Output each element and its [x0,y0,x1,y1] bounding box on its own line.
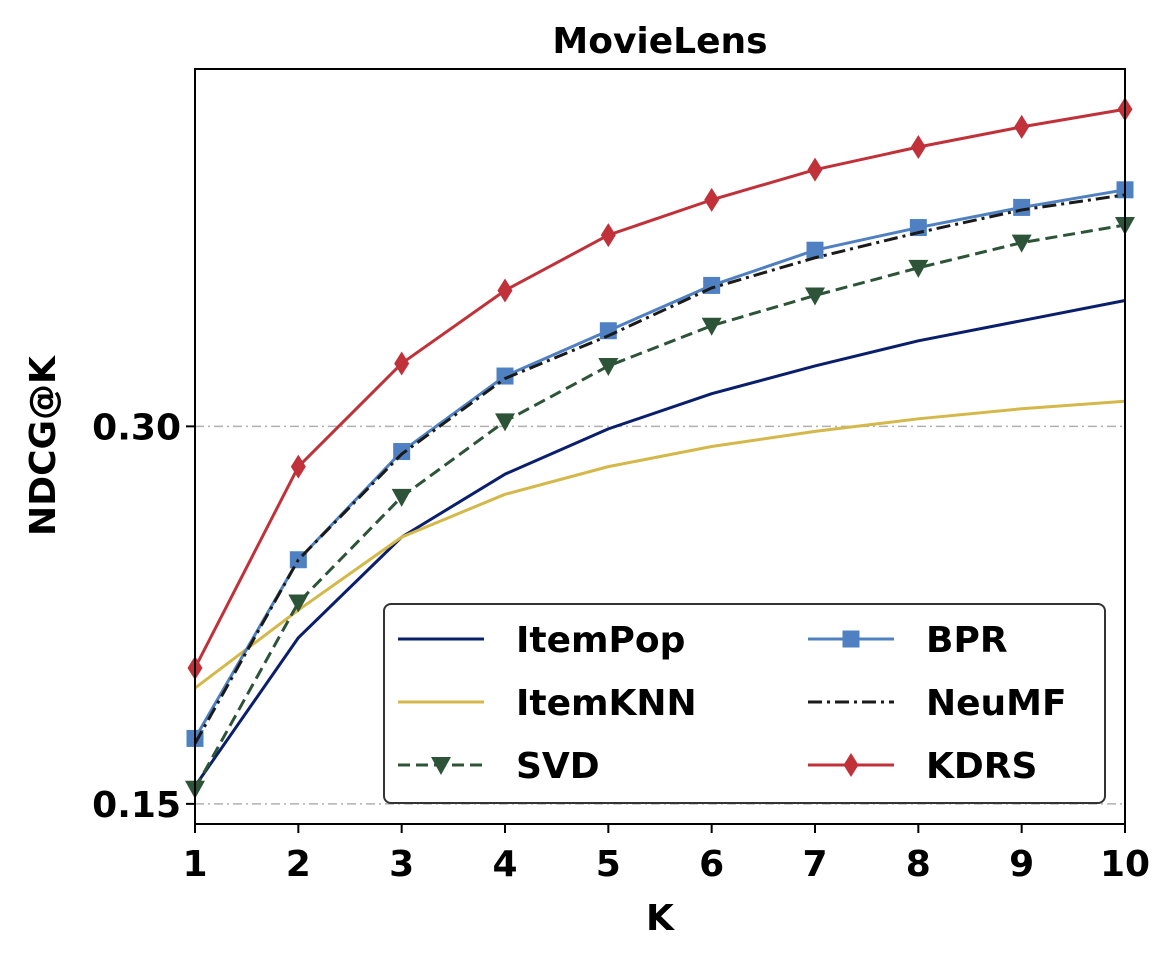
y-tick-label: 0.15 [92,785,181,826]
data-point-kdrs [497,278,513,303]
data-point-svd [495,413,515,432]
data-point-svd [391,488,412,507]
x-tick-label: 1 [182,844,207,885]
data-point-kdrs [910,135,926,160]
data-point-kdrs [704,187,720,212]
x-tick-label: 4 [492,844,517,885]
data-point-svd [288,594,309,613]
legend-items: ItemPop ItemKNN SVD BPR NeuMF KDRS [398,620,1067,787]
series-line-neumf [193,193,1126,745]
series-layer [185,97,1135,799]
data-point-bpr [806,241,824,259]
data-point-kdrs [1014,114,1030,139]
plot-frame [194,68,1126,825]
data-point-bpr [393,443,411,461]
x-axis-label: K [646,898,675,939]
data-point-kdrs [290,454,306,479]
series-kdrs [187,97,1133,680]
series-svd [185,217,1135,799]
y-tick-label: 0.30 [92,407,181,448]
legend-item-itempop: ItemPop [398,620,685,661]
legend-marker-kdrs [843,753,859,777]
x-tick-label: 10 [1100,844,1150,885]
series-line-kdrs [193,107,1126,669]
legend-item-svd: SVD [398,746,600,787]
data-point-svd [598,357,619,376]
data-point-svd [805,287,825,306]
x-tick-label: 5 [596,844,621,885]
series-neumf [193,193,1126,745]
legend-label-bpr: BPR [926,620,1008,661]
series-line-bpr [193,188,1126,740]
series-itempop [193,299,1126,788]
x-tick-label: 3 [389,844,414,885]
data-point-kdrs [394,351,410,376]
series-itemknn [194,399,1126,690]
series-line-itemknn [194,399,1126,690]
data-point-kdrs [807,157,823,182]
x-tick-label: 2 [286,844,311,885]
tick-layer: 0.15 0.30 1 2 3 4 5 6 7 8 9 10 [92,407,1150,885]
legend-label-itempop: ItemPop [516,620,685,661]
legend-box [383,603,1106,804]
data-point-bpr [1013,198,1031,216]
legend-marker-bpr [842,630,860,648]
legend-label-neumf: NeuMF [926,683,1067,724]
data-point-kdrs [600,223,616,248]
data-point-svd [908,259,929,278]
legend-label-svd: SVD [516,746,600,787]
x-tick-label: 6 [699,844,724,885]
legend-label-itemknn: ItemKNN [516,683,697,724]
legend-label-kdrs: KDRS [926,746,1037,787]
x-tick-label: 9 [1009,844,1034,885]
data-point-svd [1011,234,1032,253]
legend: ItemPop ItemKNN SVD BPR NeuMF KDRS [383,603,1106,804]
series-line-itempop [193,299,1126,788]
legend-item-kdrs: KDRS [808,746,1037,787]
data-point-svd [701,317,722,336]
x-tick-label: 7 [802,844,827,885]
legend-item-neumf: NeuMF [808,683,1067,724]
legend-marker-svd [431,757,451,775]
x-tick-label: 8 [906,844,931,885]
data-point-bpr [496,367,514,385]
legend-item-itemknn: ItemKNN [398,683,697,724]
y-axis-label: NDCG@K [23,355,64,536]
chart-title: MovieLens [552,21,767,62]
legend-item-bpr: BPR [808,620,1008,661]
